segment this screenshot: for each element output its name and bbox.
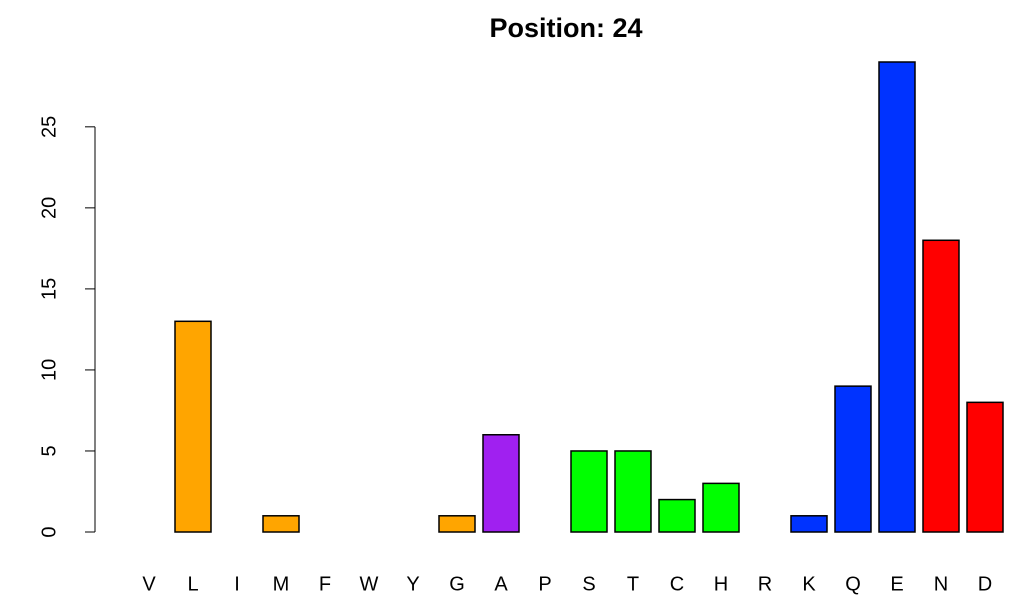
bar — [438, 515, 476, 533]
x-tick-label: Y — [406, 573, 419, 595]
bar — [262, 515, 300, 533]
x-tick-label: T — [627, 573, 639, 595]
bar — [834, 385, 872, 533]
x-tick-label: E — [890, 573, 903, 595]
y-tick-label: 20 — [38, 197, 60, 219]
x-tick-label: D — [978, 573, 992, 595]
y-tick-label: 25 — [38, 116, 60, 138]
x-tick-label: M — [273, 573, 290, 595]
y-tick-label: 10 — [38, 359, 60, 381]
bar — [922, 239, 960, 533]
x-tick-label: A — [494, 573, 508, 595]
x-tick-label: I — [234, 573, 240, 595]
bar — [174, 320, 212, 533]
chart-title: Position: 24 — [489, 13, 642, 43]
y-tick-label: 5 — [38, 445, 60, 456]
bar — [614, 450, 652, 533]
x-tick-label: H — [714, 573, 728, 595]
bar — [966, 401, 1004, 533]
bar — [790, 515, 828, 533]
x-tick-label: P — [538, 573, 551, 595]
x-tick-label: N — [934, 573, 948, 595]
x-tick-label: F — [319, 573, 331, 595]
x-tick-label: L — [187, 573, 198, 595]
x-tick-label: R — [758, 573, 772, 595]
bar — [878, 61, 916, 533]
y-tick-label: 0 — [38, 526, 60, 537]
x-tick-label: V — [142, 573, 156, 595]
bar — [570, 450, 608, 533]
x-tick-label: W — [360, 573, 379, 595]
y-tick-label: 15 — [38, 278, 60, 300]
x-tick-label: C — [670, 573, 684, 595]
x-tick-label: Q — [845, 573, 861, 595]
x-tick-label: K — [802, 573, 816, 595]
bar — [702, 482, 740, 533]
x-tick-label: G — [449, 573, 465, 595]
x-tick-label: S — [582, 573, 595, 595]
bar — [658, 498, 696, 533]
bar — [482, 434, 520, 533]
